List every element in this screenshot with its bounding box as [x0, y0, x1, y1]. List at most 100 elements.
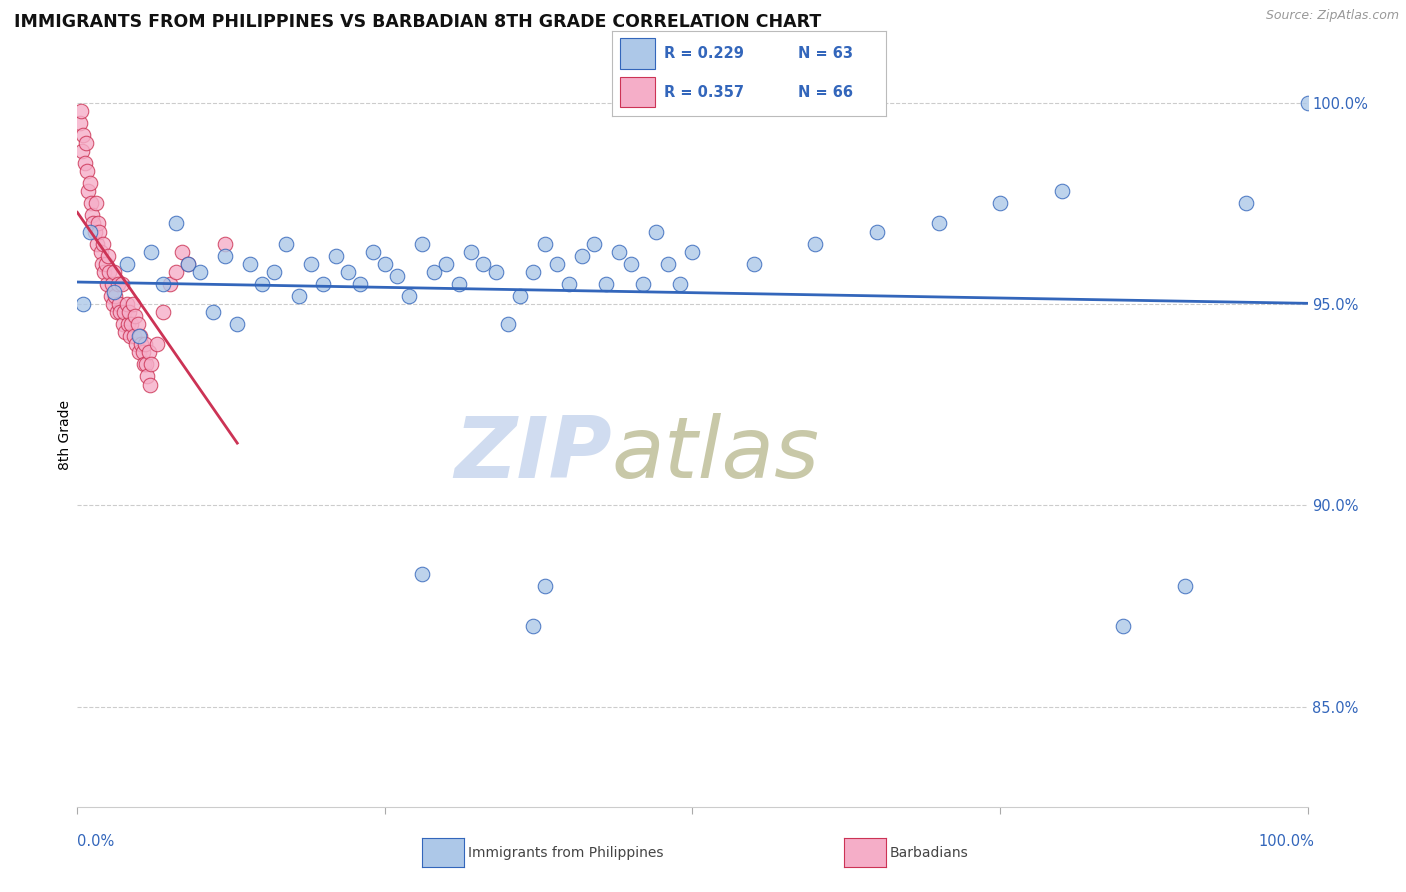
Point — [657, 257, 679, 271]
Point — [534, 236, 557, 251]
Point — [152, 277, 174, 291]
Point — [89, 225, 111, 239]
Point — [250, 277, 273, 291]
Point — [90, 257, 114, 271]
Point — [669, 277, 692, 291]
Point — [571, 249, 593, 263]
Point — [76, 164, 98, 178]
Point — [128, 329, 150, 343]
Text: ZIP: ZIP — [454, 413, 612, 497]
Text: atlas: atlas — [612, 413, 820, 497]
Point — [214, 249, 236, 263]
Point — [165, 217, 187, 231]
Text: N = 63: N = 63 — [799, 45, 853, 61]
Point — [125, 337, 148, 351]
Point — [177, 257, 200, 271]
Text: Immigrants from Philippines: Immigrants from Philippines — [468, 846, 664, 860]
Point — [152, 305, 174, 319]
Point — [115, 257, 138, 271]
Point — [100, 289, 122, 303]
Point — [1296, 95, 1319, 110]
Point — [111, 277, 132, 291]
Point — [103, 265, 125, 279]
Point — [131, 337, 153, 351]
Point — [93, 265, 115, 279]
Text: 0.0%: 0.0% — [77, 834, 114, 849]
Point — [70, 103, 93, 118]
Point — [337, 265, 360, 279]
Point — [546, 257, 568, 271]
Point — [132, 358, 155, 372]
Point — [170, 244, 193, 259]
Point — [398, 289, 420, 303]
Point — [411, 566, 433, 581]
Point — [928, 217, 950, 231]
Point — [70, 144, 93, 158]
Point — [866, 225, 889, 239]
Point — [742, 257, 765, 271]
Point — [84, 196, 107, 211]
Point — [91, 236, 114, 251]
Point — [72, 128, 94, 142]
Point — [583, 236, 606, 251]
Point — [82, 209, 104, 223]
Point — [114, 325, 136, 339]
Point — [134, 337, 156, 351]
Point — [115, 297, 138, 311]
Point — [509, 289, 531, 303]
Point — [1174, 579, 1197, 593]
Point — [1050, 184, 1073, 198]
Text: IMMIGRANTS FROM PHILIPPINES VS BARBADIAN 8TH GRADE CORRELATION CHART: IMMIGRANTS FROM PHILIPPINES VS BARBADIAN… — [14, 13, 821, 31]
Point — [607, 244, 630, 259]
Point — [75, 136, 97, 150]
Point — [118, 305, 141, 319]
Text: R = 0.229: R = 0.229 — [664, 45, 744, 61]
Point — [77, 184, 100, 198]
Point — [121, 297, 143, 311]
Point — [522, 619, 544, 633]
Text: Barbadians: Barbadians — [890, 846, 969, 860]
Point — [496, 317, 519, 331]
Point — [534, 579, 557, 593]
Point — [595, 277, 617, 291]
Point — [141, 358, 163, 372]
Point — [1112, 619, 1135, 633]
Point — [633, 277, 655, 291]
Point — [111, 317, 134, 331]
Bar — [620, 38, 655, 69]
Text: 100.0%: 100.0% — [1258, 834, 1315, 849]
Point — [131, 345, 153, 359]
Point — [101, 277, 124, 291]
Point — [86, 236, 108, 251]
Point — [387, 268, 409, 283]
Point — [177, 257, 200, 271]
Point — [83, 225, 105, 239]
Point — [72, 297, 94, 311]
Point — [1234, 196, 1257, 211]
Point — [159, 277, 181, 291]
Point — [121, 317, 143, 331]
Text: Source: ZipAtlas.com: Source: ZipAtlas.com — [1265, 9, 1399, 22]
Point — [110, 305, 132, 319]
Point — [460, 244, 482, 259]
Point — [129, 329, 152, 343]
Y-axis label: 8th Grade: 8th Grade — [58, 400, 72, 470]
Point — [411, 236, 433, 251]
Point — [122, 329, 145, 343]
Point — [472, 257, 495, 271]
Point — [436, 257, 458, 271]
Point — [620, 257, 643, 271]
Point — [128, 345, 150, 359]
Point — [361, 244, 384, 259]
Point — [90, 244, 112, 259]
Point — [105, 305, 128, 319]
Point — [522, 265, 544, 279]
Point — [239, 257, 262, 271]
Point — [135, 358, 157, 372]
Point — [190, 265, 212, 279]
Text: N = 66: N = 66 — [799, 85, 853, 100]
Point — [325, 249, 347, 263]
Point — [79, 225, 101, 239]
Point — [374, 257, 396, 271]
Point — [69, 116, 91, 130]
